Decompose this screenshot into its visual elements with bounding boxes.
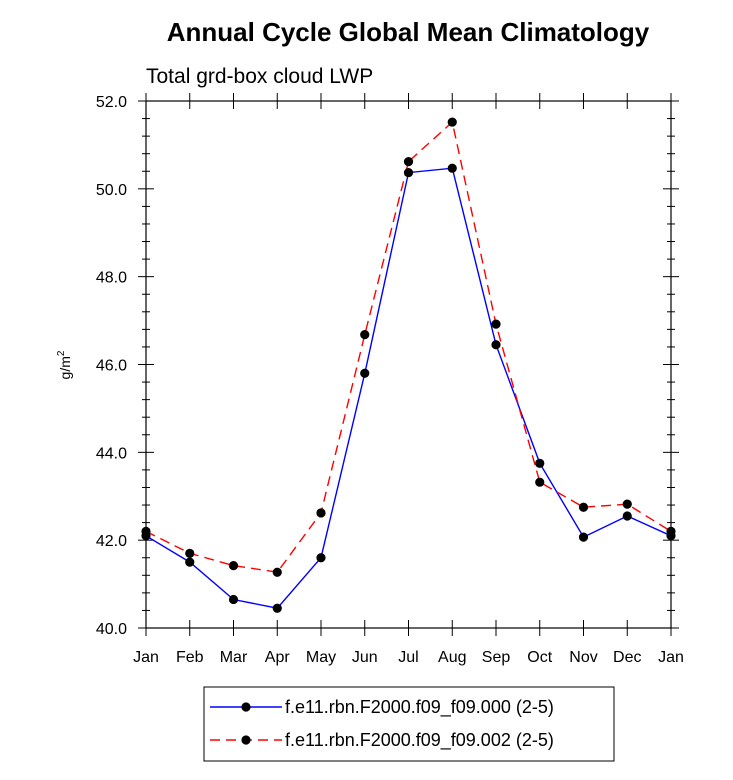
series-2-point: [316, 508, 326, 518]
series-2-point: [491, 319, 501, 329]
series-2-point: [228, 561, 239, 571]
chart-subtitle: Total grd-box cloud LWP: [146, 65, 373, 88]
y-tick-label: 48.0: [96, 270, 127, 287]
series-line-1: [145, 167, 672, 609]
x-tick-label: Sep: [482, 649, 511, 666]
y-tick-label: 50.0: [96, 182, 127, 199]
x-tick-label: Apr: [265, 649, 291, 666]
series-2-point: [360, 330, 370, 340]
series-1-point: [185, 557, 195, 567]
x-tick-label: Feb: [176, 649, 204, 666]
series-2-point: [535, 477, 545, 487]
y-tick-label: 40.0: [96, 621, 127, 638]
x-tick-label: Nov: [569, 649, 597, 666]
series-layer: [141, 117, 676, 613]
series-2-point: [403, 157, 414, 167]
series-1-point: [360, 368, 370, 378]
series-1-point: [622, 511, 632, 521]
y-tick-label: 52.0: [96, 94, 127, 111]
series-1-point: [272, 603, 282, 613]
svg-text:g/m2: g/m2: [56, 350, 73, 379]
y-tick-label: 42.0: [96, 533, 127, 550]
series-2-point: [578, 502, 589, 512]
x-tick-label: Jun: [352, 649, 378, 666]
x-tick-label: May: [306, 649, 336, 666]
x-tick-label: Aug: [438, 649, 466, 666]
legend-marker-2: [241, 735, 251, 745]
series-1-point: [447, 163, 457, 173]
series-2-point: [185, 548, 195, 558]
series-2-point: [141, 526, 151, 536]
y-axis-label-superscript: 2: [56, 350, 67, 356]
plot-frame: [145, 100, 672, 629]
series-2-point: [447, 117, 457, 127]
series-line-2: [145, 120, 672, 573]
series-2-point: [272, 567, 282, 577]
legend-box: [203, 686, 615, 762]
series-1-point: [316, 553, 326, 563]
series-1-point: [578, 532, 589, 542]
y-axis-label: g/m2: [56, 350, 73, 379]
series-1-point: [491, 340, 501, 350]
series-1-point: [228, 594, 239, 605]
legend-label-1: f.e11.rbn.F2000.f09_f09.000 (2-5): [285, 697, 554, 718]
x-tick-label: Jul: [398, 649, 418, 666]
series-2-point: [666, 526, 676, 536]
legend-marker-1: [241, 702, 251, 712]
x-tick-label: Oct: [527, 649, 552, 666]
x-tick-label: Jan: [658, 649, 684, 666]
series-1-point: [535, 458, 545, 468]
x-tick-label: Dec: [613, 649, 641, 666]
y-axis-label-main: g/m: [57, 356, 73, 379]
series-1-point: [403, 167, 414, 178]
x-tick-label: Mar: [220, 649, 248, 666]
x-tick-label: Jan: [133, 649, 159, 666]
axis-ticks: [138, 93, 679, 636]
legend-label-2: f.e11.rbn.F2000.f09_f09.002 (2-5): [285, 730, 554, 751]
y-tick-label: 46.0: [96, 358, 127, 375]
series-2-point: [622, 499, 632, 509]
y-tick-label: 44.0: [96, 445, 127, 462]
chart-title: Annual Cycle Global Mean Climatology: [167, 17, 650, 47]
axis-tick-labels: Jan Feb Mar Apr May Jun Jul Aug Sep Oct Nov Dec Jan 4…: [96, 94, 684, 666]
legend: f.e11.rbn.F2000.f09_f09.000 (2-5) f.e11.r…: [203, 686, 615, 762]
